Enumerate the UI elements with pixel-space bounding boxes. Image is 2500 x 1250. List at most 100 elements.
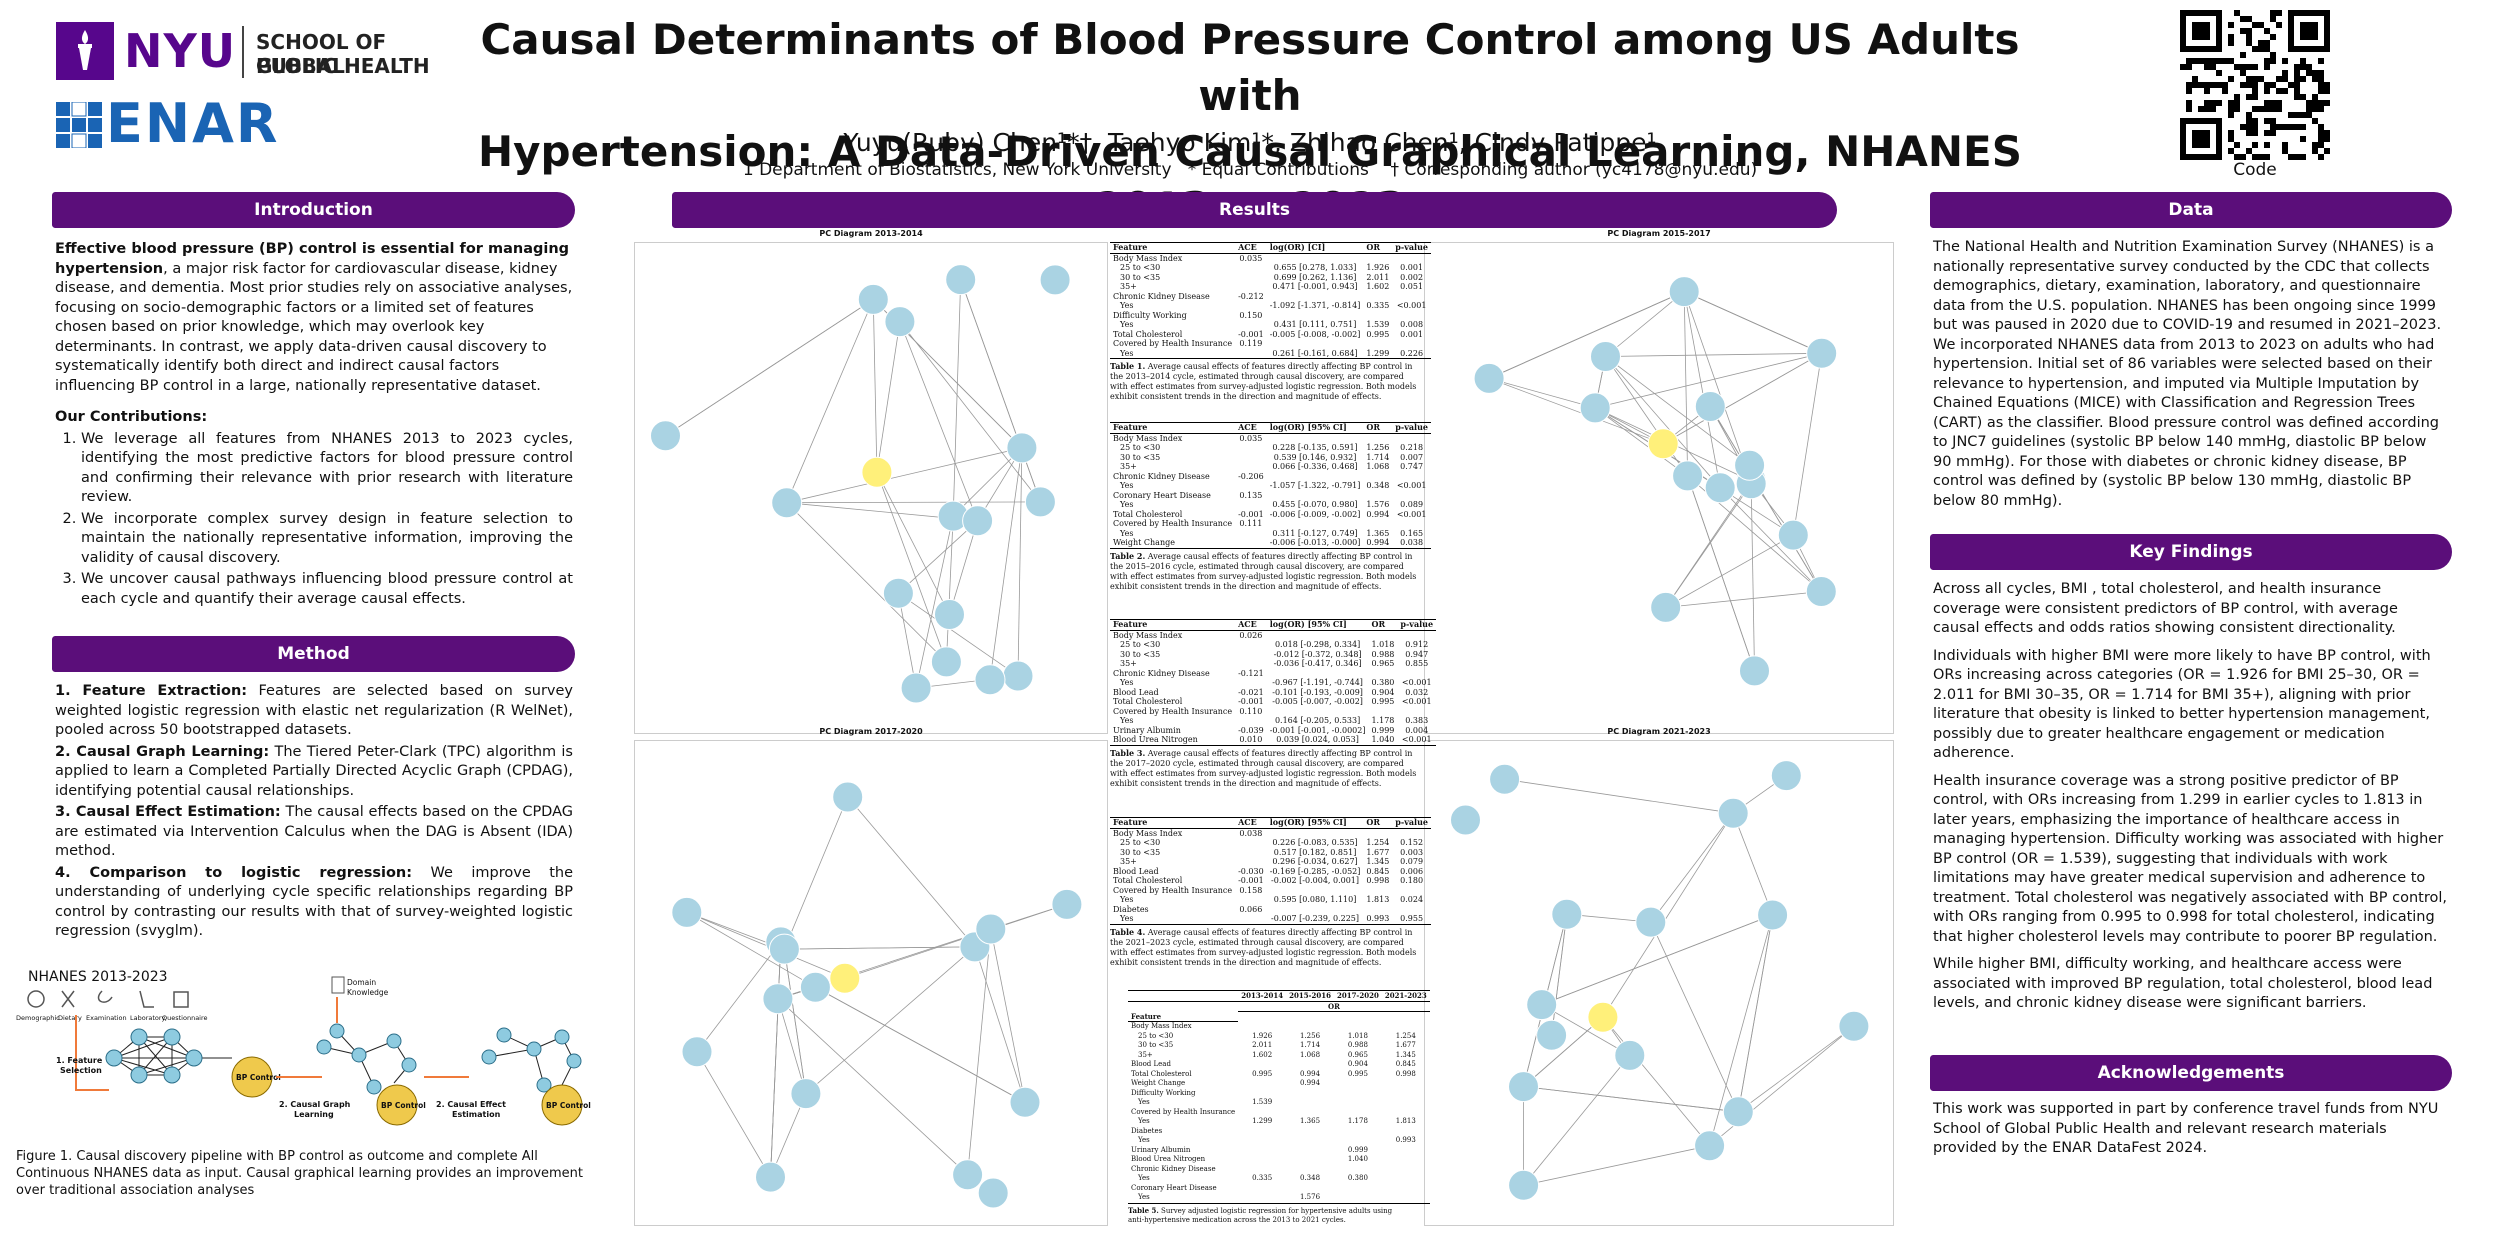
graph-edge [898, 520, 978, 594]
enar-grid-icon [56, 101, 102, 149]
pc-diagram-2021: PC Diagram 2021-2023 [1424, 727, 1894, 1226]
finding-paragraph: Health insurance coverage was a strong p… [1933, 772, 2447, 945]
graph-edge [952, 447, 1023, 517]
table-row: Yes 0.595 [0.080, 1.110] 1.813 0.024 [1120, 895, 1424, 904]
contributions-list: We leverage all features from NHANES 201… [55, 430, 573, 610]
graph-edge [989, 447, 1023, 680]
fig-category: Questionnaire [162, 1014, 208, 1022]
graph-node [681, 1036, 713, 1068]
table-header-cell: p-value [1392, 422, 1431, 434]
results-banner: Results [672, 192, 1837, 228]
graph-node [762, 983, 794, 1015]
graph-edge [899, 321, 1041, 503]
graph-node [755, 1161, 786, 1193]
graph-edge [898, 593, 917, 689]
table-row: 30 to <35 2.011 1.714 0.988 1.677 [1138, 1041, 1416, 1049]
graph-node [1002, 660, 1034, 692]
table-row: Total Cholesterol -0.001 -0.002 [-0.004, 0… [1113, 876, 1424, 885]
table-row: Yes 0.455 [-0.070, 0.980] 1.576 0.089 [1120, 500, 1424, 509]
graph-edge [872, 299, 878, 473]
diagram-title: PC Diagram 2013-2014 [819, 229, 923, 238]
graph-node [1704, 472, 1736, 504]
table-row: Yes 0.164 [-0.205, 0.533] 1.178 0.383 [1120, 716, 1429, 725]
table-4: Feature ACE log(OR) [95% CI] OR p-value Body … [1110, 817, 1431, 968]
graph-edge [1504, 778, 1734, 814]
graph-node [930, 646, 962, 678]
table-header-cell: ACE [1235, 817, 1267, 829]
table-row: 35+ 0.066 [-0.336, 0.468] 1.068 0.747 [1120, 462, 1424, 471]
table-row: Blood Lead 0.904 0.845 [1131, 1060, 1416, 1068]
qr-code[interactable] [2180, 10, 2330, 160]
graph-node [1770, 760, 1802, 792]
graph-node [861, 456, 893, 488]
graph-node [771, 487, 803, 519]
table-row: 25 to <30 0.226 [-0.083, 0.535] 1.254 0.152 [1120, 838, 1424, 847]
table-header-cell: log(OR) [95% CI] [1266, 817, 1364, 829]
graph-node [832, 781, 864, 813]
graph-node [1650, 591, 1682, 623]
table-row: Body Mass Index 0.035 [1113, 253, 1263, 263]
graph-node [671, 896, 703, 928]
method-text: 1. Feature Extraction: Features are sele… [55, 682, 573, 944]
table-header-cell: 2017-2020 [1333, 990, 1382, 1002]
graph-edge [1719, 487, 1822, 592]
graph-node [1722, 1096, 1754, 1128]
qr-label: Code [2233, 160, 2277, 180]
graph-edge [1488, 378, 1664, 445]
svg-text:BP Control: BP Control [381, 1101, 426, 1110]
intro-lead-rest: , a major risk factor for cardiovascular… [55, 260, 573, 394]
graph-edge [1665, 591, 1822, 608]
graph-edge [696, 941, 782, 1053]
graph-node [952, 1159, 984, 1191]
graph-edge [1683, 291, 1721, 488]
table-row: 30 to <35 0.517 [0.182, 0.851] 1.677 0.003 [1120, 847, 1424, 857]
table-row: Blood Lead -0.030 -0.169 [-0.285, -0.052] 0… [1113, 866, 1424, 876]
graph-edge [1684, 291, 1822, 354]
graph-node [1039, 264, 1071, 296]
summary-table: 2013-2014 2015-2016 2017-2020 2021-2023 OR Fe… [1128, 990, 1430, 1204]
method-label: 1. Feature Extraction: [55, 683, 248, 699]
table-row: Body Mass Index [1131, 1022, 1192, 1030]
category-icons [27, 990, 189, 1008]
table-row: Diabetes 0.066 [1113, 904, 1263, 914]
graph-node [1450, 804, 1481, 836]
graph-node [1777, 519, 1809, 551]
graph-edge [696, 1051, 771, 1178]
fig-category: Laboratory [130, 1014, 166, 1022]
table-row: Weight Change 0.994 [1131, 1079, 1321, 1087]
table-caption: Table 5. Survey adjusted logistic regres… [1128, 1205, 1393, 1224]
table-caption: Table 1. Average causal effects of featu… [1110, 361, 1417, 401]
table-row: Yes -1.092 [-1.371, -0.814] 0.335 <0.001 [1120, 301, 1427, 310]
graph-edge [1605, 356, 1721, 488]
graph-edge [1683, 291, 1752, 484]
contribution-item: We uncover causal pathways influencing b… [81, 570, 573, 609]
table-row: Yes -0.967 [-1.191, -0.744] 0.380 <0.001 [1120, 678, 1432, 687]
ack-banner: Acknowledgements [1930, 1055, 2452, 1091]
graph-edge [1541, 1004, 1630, 1056]
graph-edge [1650, 921, 1739, 1112]
graph-edge [1488, 378, 1596, 409]
graph-edge [1488, 291, 1685, 379]
results-table: Feature ACE log(OR) [95% CI] OR p-value Body … [1110, 817, 1431, 925]
graph-node [1024, 486, 1056, 518]
graph-edge [784, 946, 975, 950]
logo-divider [242, 26, 244, 78]
diagram-title: PC Diagram 2021-2023 [1607, 727, 1711, 736]
graph-node [1806, 337, 1838, 369]
table-row: Covered by Health Insurance 0.110 [1113, 706, 1263, 716]
graph-edge [1602, 1016, 1710, 1146]
method-label: 4. Comparison to logistic regression: [55, 864, 413, 881]
graph-node [962, 505, 994, 537]
graph-node [1838, 1010, 1870, 1042]
finding-paragraph: While higher BMI, difficulty working, an… [1933, 956, 2433, 1011]
enar-logo: ENAR [56, 92, 356, 155]
table-row: 25 to <30 0.655 [0.278, 1.033] 1.926 0.001 [1120, 263, 1424, 272]
table-row: Covered by Health Insurance 0.158 [1113, 885, 1263, 895]
data-banner: Data [1930, 192, 2452, 228]
graph-edge [1605, 291, 1685, 357]
table-header-cell: p-value [1397, 619, 1437, 631]
table-header-cell: Feature [1110, 422, 1236, 434]
table-row: Total Cholesterol 0.995 0.994 0.995 0.998 [1131, 1069, 1416, 1078]
graph-node [1668, 276, 1700, 308]
table-row: Total Cholesterol -0.001 -0.005 [-0.008, -… [1113, 329, 1424, 339]
